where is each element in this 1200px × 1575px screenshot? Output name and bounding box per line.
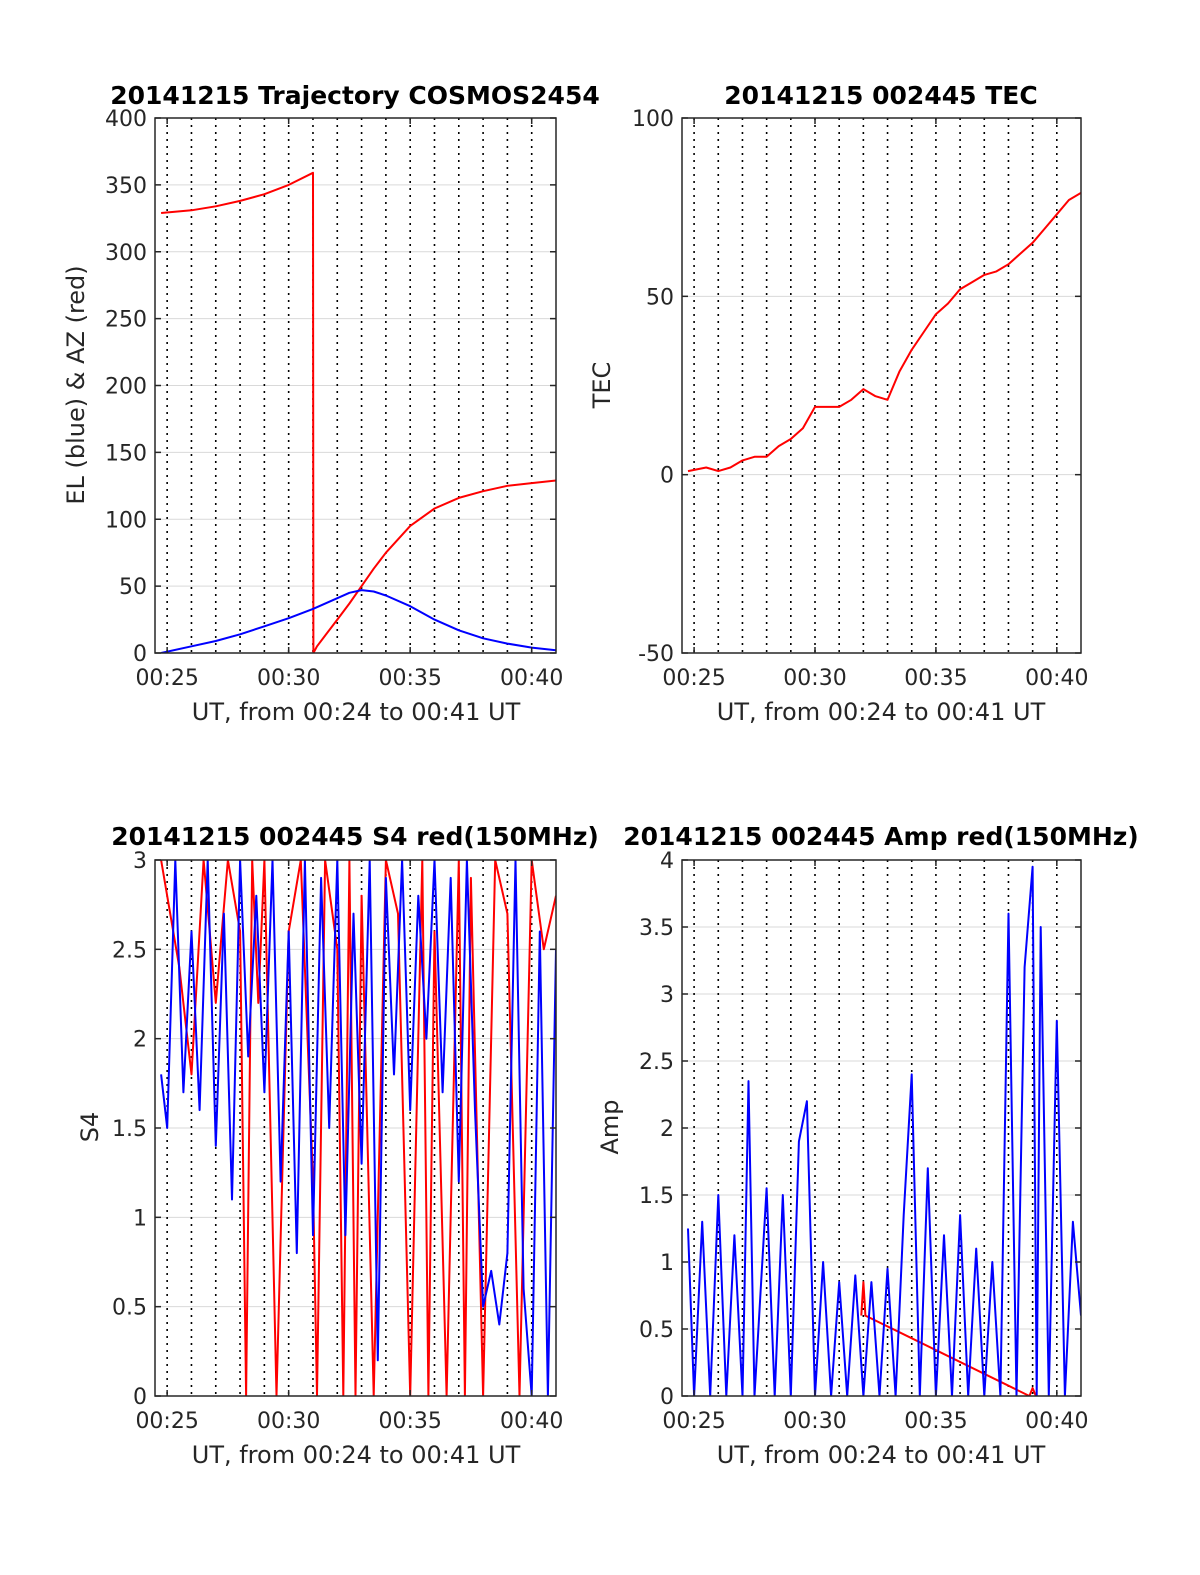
amp-ytick-label: 0 xyxy=(660,1385,674,1410)
trajectory-ytick-label: 250 xyxy=(105,308,147,333)
trajectory-ytick-label: 300 xyxy=(105,241,147,266)
amp-xtick-label: 00:40 xyxy=(1025,1409,1088,1434)
s4-ylabel: S4 xyxy=(76,1112,104,1143)
trajectory-ytick-label: 350 xyxy=(105,174,147,199)
s4-series-blue-line xyxy=(160,860,556,1396)
s4-ytick-label: 0 xyxy=(133,1385,147,1410)
trajectory-panel: 20141215 Trajectory COSMOS2454 UT, from … xyxy=(62,81,600,726)
amp-panel: 20141215 002445 Amp red(150MHz) UT, from… xyxy=(596,822,1139,1469)
amp-ytick-label: 1.5 xyxy=(639,1184,674,1209)
trajectory-title: 20141215 Trajectory COSMOS2454 xyxy=(110,81,600,110)
trajectory-series-blue-line xyxy=(160,589,556,653)
amp-ytick-label: 2.5 xyxy=(639,1050,674,1075)
tec-xtick-label: 00:35 xyxy=(904,666,967,691)
tec-ytick-label: -50 xyxy=(638,642,674,667)
tec-xtick-label: 00:40 xyxy=(1025,666,1088,691)
s4-xtick-label: 00:30 xyxy=(257,1409,320,1434)
s4-panel: 20141215 002445 S4 red(150MHz) UT, from … xyxy=(76,822,599,1469)
s4-xtick-label: 00:40 xyxy=(500,1409,563,1434)
s4-title: 20141215 002445 S4 red(150MHz) xyxy=(111,822,599,851)
tec-xtick-label: 00:30 xyxy=(783,666,846,691)
tec-ytick-label: 100 xyxy=(632,107,674,132)
tec-ylabel: TEC xyxy=(588,362,616,410)
trajectory-xtick-label: 00:30 xyxy=(257,666,320,691)
trajectory-ytick-label: 100 xyxy=(105,508,147,533)
amp-ytick-label: 0.5 xyxy=(639,1318,674,1343)
s4-ytick-label: 0.5 xyxy=(112,1296,147,1321)
s4-xlabel: UT, from 00:24 to 00:41 UT xyxy=(192,1441,521,1469)
amp-ytick-label: 1 xyxy=(660,1251,674,1276)
amp-ytick-label: 2 xyxy=(660,1117,674,1142)
tec-ytick-label: 50 xyxy=(646,285,674,310)
amp-ytick-label: 4 xyxy=(660,849,674,874)
tec-title: 20141215 002445 TEC xyxy=(724,81,1037,110)
tec-series-red-line xyxy=(687,192,1081,473)
amp-xtick-label: 00:35 xyxy=(904,1409,967,1434)
trajectory-xtick-label: 00:40 xyxy=(500,666,563,691)
s4-ytick-label: 2 xyxy=(133,1028,147,1053)
amp-xlabel: UT, from 00:24 to 00:41 UT xyxy=(717,1441,1046,1469)
amp-series-blue-line xyxy=(687,865,1081,1396)
s4-ytick-label: 2.5 xyxy=(112,938,147,963)
trajectory-ylabel: EL (blue) & AZ (red) xyxy=(62,265,90,504)
s4-xtick-label: 00:25 xyxy=(135,1409,198,1434)
trajectory-ytick-label: 200 xyxy=(105,375,147,400)
trajectory-series-red-line xyxy=(161,171,556,653)
amp-ytick-label: 3 xyxy=(660,983,674,1008)
amp-xtick-label: 00:30 xyxy=(783,1409,846,1434)
trajectory-xlabel: UT, from 00:24 to 00:41 UT xyxy=(192,698,521,726)
tec-panel: 20141215 002445 TEC UT, from 00:24 to 00… xyxy=(588,81,1089,726)
trajectory-xtick-label: 00:25 xyxy=(135,666,198,691)
trajectory-ytick-label: 0 xyxy=(133,642,147,667)
trajectory-ytick-label: 50 xyxy=(119,575,147,600)
tec-ytick-label: 0 xyxy=(660,464,674,489)
trajectory-xtick-label: 00:35 xyxy=(378,666,441,691)
tec-xlabel: UT, from 00:24 to 00:41 UT xyxy=(717,698,1046,726)
amp-title: 20141215 002445 Amp red(150MHz) xyxy=(623,822,1139,851)
amp-series-red-line xyxy=(860,1281,1037,1396)
amp-ylabel: Amp xyxy=(596,1099,624,1154)
trajectory-ytick-label: 400 xyxy=(105,107,147,132)
amp-ytick-label: 3.5 xyxy=(639,916,674,941)
s4-ytick-label: 1 xyxy=(133,1206,147,1231)
s4-ytick-label: 1.5 xyxy=(112,1117,147,1142)
s4-xtick-label: 00:35 xyxy=(378,1409,441,1434)
tec-axes-box xyxy=(681,117,1082,654)
amp-xtick-label: 00:25 xyxy=(662,1409,725,1434)
trajectory-ytick-label: 150 xyxy=(105,441,147,466)
tec-xtick-label: 00:25 xyxy=(662,666,725,691)
s4-ytick-label: 3 xyxy=(133,849,147,874)
